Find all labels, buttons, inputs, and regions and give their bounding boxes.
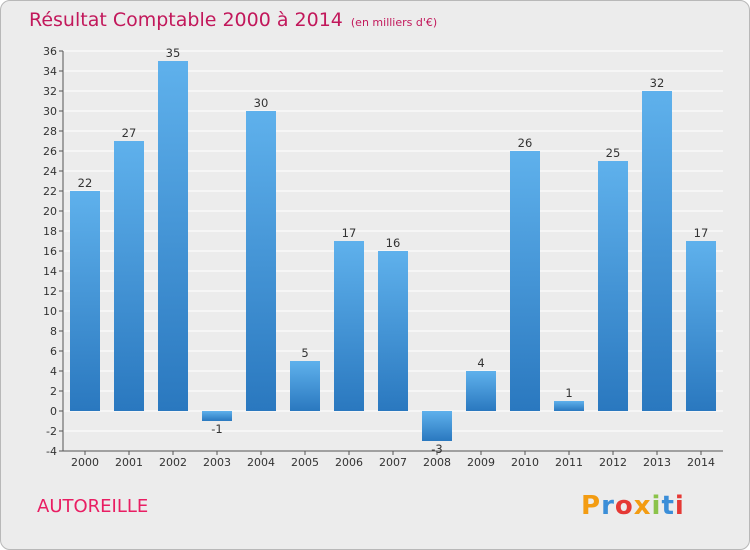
logo-letter: o (614, 491, 634, 521)
y-tick-label: 36 (43, 45, 57, 58)
x-tick-label: 2007 (379, 456, 407, 469)
logo-letter: i (674, 491, 685, 521)
logo-letter: i (651, 491, 662, 521)
chart-unit: (en milliers d'€) (350, 16, 438, 29)
x-tick-label: 2011 (555, 456, 583, 469)
x-tick-label: 2005 (291, 456, 319, 469)
x-tick-label: 2003 (203, 456, 231, 469)
y-tick-label: 34 (43, 65, 57, 78)
bar (466, 371, 496, 411)
data-label: 17 (342, 226, 357, 240)
data-label: 1 (565, 386, 572, 400)
y-tick-label: 20 (43, 205, 57, 218)
y-tick-label: 24 (43, 165, 57, 178)
bar (598, 161, 628, 411)
bar (290, 361, 320, 411)
bar (554, 401, 584, 411)
data-label: 22 (78, 176, 93, 190)
bar (642, 91, 672, 411)
bar (378, 251, 408, 411)
y-tick-label: 2 (50, 385, 57, 398)
x-tick-label: 2000 (71, 456, 99, 469)
chart-title: Résultat Comptable 2000 à 2014 (en millie… (29, 9, 437, 31)
proxiti-logo: Proxiti (581, 491, 685, 521)
x-tick-label: 2008 (423, 456, 451, 469)
data-label: 27 (122, 126, 137, 140)
data-label: 26 (518, 136, 533, 150)
x-tick-label: 2010 (511, 456, 539, 469)
data-label: 16 (386, 236, 401, 250)
bar (686, 241, 716, 411)
bar (246, 111, 276, 411)
logo-letter: x (633, 491, 652, 521)
y-tick-label: 22 (43, 185, 57, 198)
x-tick-label: 2012 (599, 456, 627, 469)
data-label: 30 (254, 96, 269, 110)
data-label: -3 (431, 442, 442, 456)
x-tick-label: 2006 (335, 456, 363, 469)
bar (334, 241, 364, 411)
y-tick-label: 10 (43, 305, 57, 318)
bar (158, 61, 188, 411)
x-tick-label: 2014 (687, 456, 715, 469)
bar (70, 191, 100, 411)
data-label: 35 (166, 46, 181, 60)
y-tick-label: 30 (43, 105, 57, 118)
y-tick-label: 18 (43, 225, 57, 238)
y-tick-label: 0 (50, 405, 57, 418)
bar (114, 141, 144, 411)
bar (202, 411, 232, 421)
data-label: 25 (606, 146, 621, 160)
y-tick-label: 12 (43, 285, 57, 298)
data-label: 17 (694, 226, 709, 240)
logo-letter: r (601, 491, 615, 521)
data-label: 5 (301, 346, 308, 360)
logo-letter: P (581, 491, 602, 521)
bar (510, 151, 540, 411)
commune-name: AUTOREILLE (37, 496, 149, 517)
y-tick-label: 8 (50, 325, 57, 338)
y-tick-label: 6 (50, 345, 57, 358)
y-tick-label: 26 (43, 145, 57, 158)
y-tick-label: 32 (43, 85, 57, 98)
data-label: 32 (650, 76, 665, 90)
x-tick-label: 2001 (115, 456, 143, 469)
data-label: -1 (211, 422, 222, 436)
y-tick-label: 16 (43, 245, 57, 258)
y-tick-label: -4 (46, 445, 57, 458)
logo-letter: t (661, 491, 675, 521)
y-tick-label: 14 (43, 265, 57, 278)
data-label: 4 (477, 356, 484, 370)
y-tick-label: 4 (50, 365, 57, 378)
x-tick-label: 2004 (247, 456, 275, 469)
y-tick-label: 28 (43, 125, 57, 138)
y-tick-label: -2 (46, 425, 57, 438)
bar (422, 411, 452, 441)
x-tick-label: 2013 (643, 456, 671, 469)
x-tick-label: 2002 (159, 456, 187, 469)
x-tick-label: 2009 (467, 456, 495, 469)
chart-title-text: Résultat Comptable 2000 à 2014 (29, 9, 343, 31)
